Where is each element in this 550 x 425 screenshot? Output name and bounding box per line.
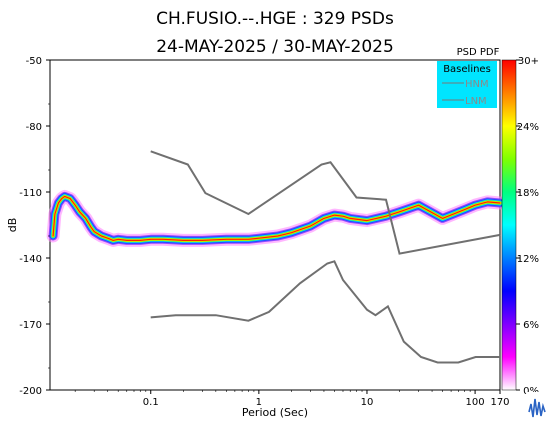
x-tick-label: 170 xyxy=(490,397,509,408)
legend-hnm-label: HNM xyxy=(465,79,489,90)
colorbar-tick-label: 6% xyxy=(523,320,539,331)
colorbar-tick-label: 30+ xyxy=(518,56,539,67)
legend-lnm-label: LNM xyxy=(465,96,487,107)
legend: Baselines HNM LNM xyxy=(437,61,497,108)
x-tick-label: 0.1 xyxy=(143,397,159,408)
chart-title-line2: 24-MAY-2025 / 30-MAY-2025 xyxy=(156,37,394,57)
colorbar: PSD PDF 30+ 24% 18% 12% 6% 0% xyxy=(457,47,539,397)
x-tick-label: 10 xyxy=(361,397,374,408)
y-tick-label: -140 xyxy=(19,254,42,265)
x-axis-label: Period (Sec) xyxy=(242,406,308,419)
colorbar-scale xyxy=(501,59,517,391)
y-axis-ticks: -50 -80 -110 -140 -170 -200 xyxy=(19,56,50,397)
waveform-logo-icon xyxy=(526,392,548,422)
colorbar-tick-label: 12% xyxy=(517,254,539,265)
y-tick-label: -50 xyxy=(26,56,42,67)
baseline-lnm-line xyxy=(150,260,500,364)
plot-frame xyxy=(49,59,501,391)
legend-title: Baselines xyxy=(443,64,491,75)
colorbar-tick-label: 0% xyxy=(523,386,539,397)
x-tick-label: 1 xyxy=(256,397,262,408)
y-tick-label: -170 xyxy=(19,320,42,331)
chart-title-line1: CH.FUSIO.--.HGE : 329 PSDs xyxy=(156,9,394,29)
y-axis-label: dB xyxy=(6,218,19,233)
y-tick-label: -110 xyxy=(19,188,42,199)
plot-area xyxy=(46,59,507,391)
baseline-lines xyxy=(150,150,501,364)
colorbar-ticks: 30+ 24% 18% 12% 6% 0% xyxy=(516,56,539,397)
y-tick-label: -200 xyxy=(19,386,42,397)
y-tick-label: -80 xyxy=(26,122,42,133)
colorbar-tick-label: 18% xyxy=(517,188,539,199)
colorbar-tick-label: 24% xyxy=(517,122,539,133)
baseline-hnm-line xyxy=(150,150,501,255)
colorbar-title: PSD PDF xyxy=(457,47,500,58)
x-tick-label: 100 xyxy=(466,397,485,408)
x-axis-ticks: 0.1 1 10 100 170 xyxy=(74,390,510,408)
